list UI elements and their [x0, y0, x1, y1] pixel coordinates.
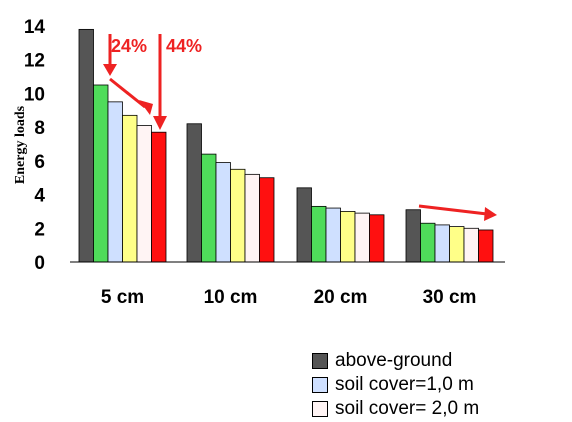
annotation-24-percent: 24%	[111, 36, 147, 56]
bar-30cm-s4	[449, 226, 465, 263]
x-tick-label: 20 cm	[314, 287, 368, 308]
legend-item-soil-cover-2: soil cover= 2,0 m	[312, 397, 479, 421]
bar-30cm-s1	[405, 209, 421, 263]
legend-swatch	[312, 353, 328, 369]
x-tick-labels: 5 cm 10 cm 20 cm 30 cm	[101, 287, 477, 308]
legend-label: soil cover=1,0 m	[335, 374, 474, 395]
bar-5cm-s3	[107, 101, 123, 263]
bar-30cm-s6	[478, 229, 494, 263]
legend-swatch	[312, 401, 328, 417]
bar-5cm-s5	[136, 125, 152, 263]
annotation-44-percent: 44%	[166, 36, 202, 56]
x-tick-label: 5 cm	[101, 287, 144, 308]
y-tick-label: 4	[34, 186, 45, 207]
arrow-green-to-pink	[109, 77, 153, 115]
y-tick-label: 0	[34, 253, 45, 274]
y-tick-labels: 0 2 4 6 8 10 12 14	[24, 17, 46, 274]
legend-label: soil cover= 2,0 m	[335, 398, 480, 419]
bar-30cm-s3	[434, 224, 450, 263]
y-tick-label: 2	[34, 219, 45, 240]
arrow-5cm-to-red	[153, 34, 167, 130]
bar-20cm-s1	[296, 187, 312, 263]
legend-item-above-ground: above-ground	[312, 349, 479, 373]
bar-5cm-s4	[122, 114, 138, 263]
bars	[78, 28, 494, 263]
arrow-30cm-trend	[418, 204, 497, 221]
annotations: 24% 44%	[103, 34, 497, 221]
bar-10cm-s2	[201, 153, 217, 263]
bar-5cm-s2	[93, 84, 109, 263]
bar-20cm-s5	[354, 212, 370, 263]
bar-20cm-s3	[325, 207, 341, 263]
legend-swatch	[312, 377, 328, 393]
bar-10cm-s4	[230, 168, 246, 263]
arrow-5cm-to-green	[103, 34, 117, 76]
legend-label: above-ground	[335, 350, 453, 371]
legend-item-soil-cover-1: soil cover=1,0 m	[312, 373, 479, 397]
y-tick-label: 8	[34, 118, 45, 139]
bar-20cm-s6	[369, 214, 385, 263]
x-tick-label: 10 cm	[204, 287, 258, 308]
bar-20cm-s2	[311, 205, 327, 263]
bar-5cm-s1	[78, 28, 94, 263]
y-tick-label: 14	[24, 17, 46, 38]
bar-10cm-s5	[244, 173, 260, 263]
x-tick-label: 30 cm	[423, 287, 477, 308]
y-tick-label: 6	[34, 152, 45, 173]
bar-10cm-s6	[259, 177, 275, 263]
bar-10cm-s3	[215, 162, 231, 263]
bar-20cm-s4	[340, 211, 356, 263]
legend: above-ground soil cover=1,0 m soil cover…	[312, 349, 479, 421]
bar-30cm-s2	[420, 222, 436, 263]
y-tick-label: 10	[24, 84, 45, 105]
y-axis-label: Energy loads	[13, 105, 28, 184]
bar-5cm-s6	[151, 131, 167, 263]
bar-30cm-s5	[463, 227, 479, 263]
bar-chart: Energy loads 0 2 4 6 8 10 12 14 5 cm 10 cm 20 cm 3…	[13, 17, 505, 308]
y-tick-label: 12	[24, 51, 45, 72]
bar-10cm-s1	[186, 123, 202, 263]
